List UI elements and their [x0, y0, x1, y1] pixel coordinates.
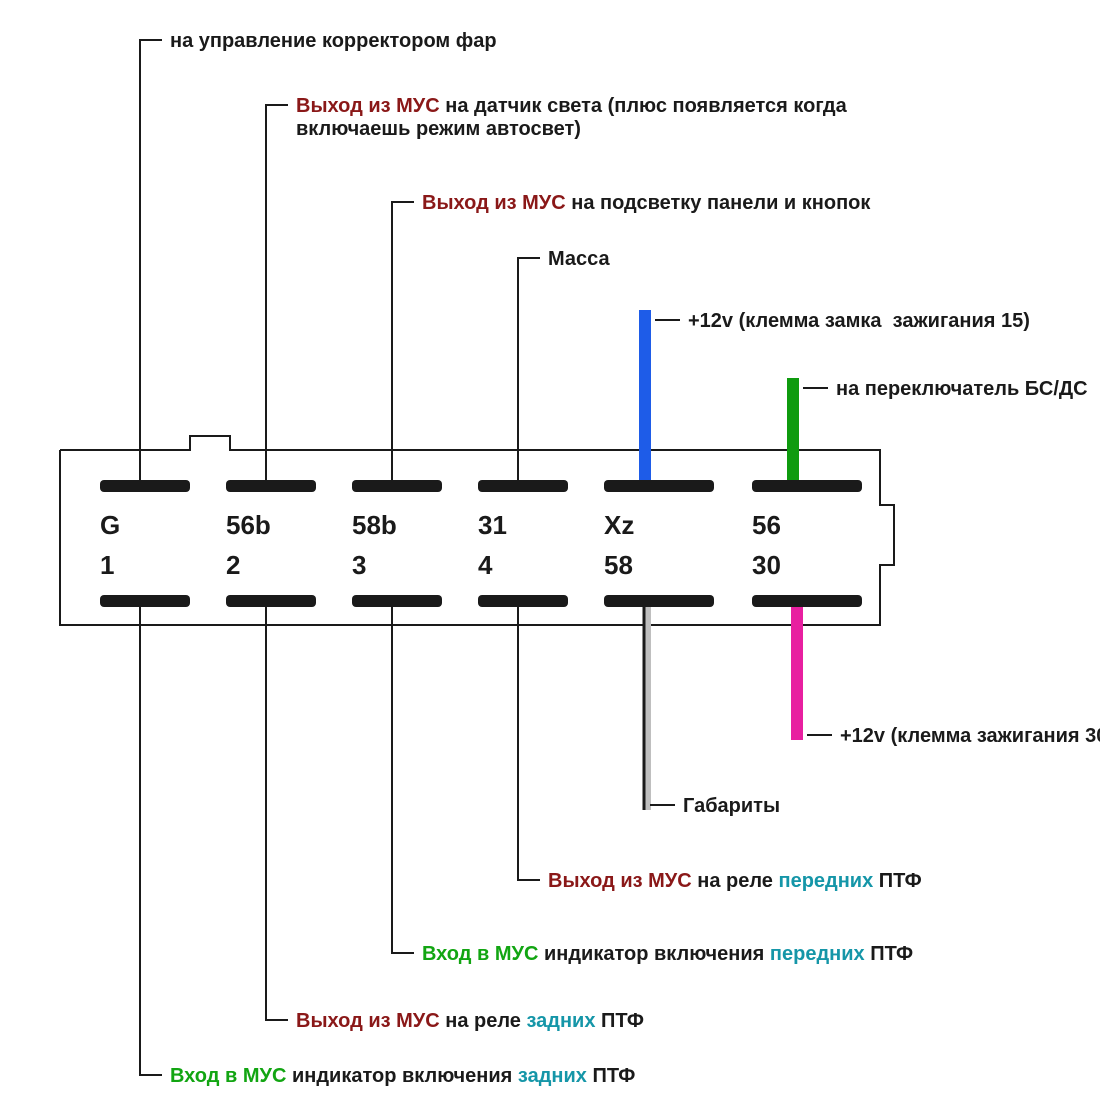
callout-t7: +12v (клемма зажигания 30) — [840, 725, 1100, 748]
diagram-svg — [0, 0, 1100, 1100]
pin-label: 4 — [478, 550, 492, 581]
callout-t4: Масса — [548, 248, 610, 271]
pin-label: G — [100, 510, 120, 541]
pin-label: 3 — [352, 550, 366, 581]
callout-t10: Вход в МУС индикатор включения передних … — [422, 943, 913, 966]
callout-t1: на управление корректором фар — [170, 30, 497, 53]
pin-label: 58b — [352, 510, 397, 541]
callout-t6: на переключатель БС/ДС — [836, 378, 1088, 401]
callout-t8: Габариты — [683, 795, 780, 818]
callout-t5: +12v (клемма замка зажигания 15) — [688, 310, 1030, 333]
callout-t11: Выход из МУС на реле задних ПТФ — [296, 1010, 644, 1033]
callout-t2: Выход из МУС на датчик света (плюс появл… — [296, 95, 847, 141]
callout-t12: Вход в МУС индикатор включения задних ПТ… — [170, 1065, 635, 1088]
callout-t9: Выход из МУС на реле передних ПТФ — [548, 870, 922, 893]
callout-t3: Выход из МУС на подсветку панели и кнопо… — [422, 192, 870, 215]
pin-label: 56 — [752, 510, 781, 541]
pin-label: 31 — [478, 510, 507, 541]
pin-label: Xz — [604, 510, 634, 541]
pin-label: 2 — [226, 550, 240, 581]
pin-label: 30 — [752, 550, 781, 581]
pin-label: 56b — [226, 510, 271, 541]
pin-label: 58 — [604, 550, 633, 581]
pin-label: 1 — [100, 550, 114, 581]
diagram-stage: G 1 56b 2 58b 3 31 4 Xz 58 56 30 на управление корре… — [0, 0, 1100, 1100]
